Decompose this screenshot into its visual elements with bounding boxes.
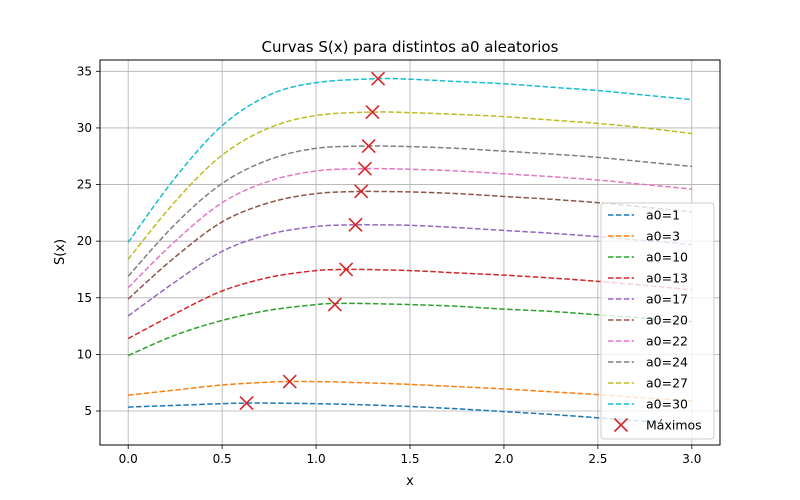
x-tick-label: 1.5 [400, 452, 419, 466]
legend-label: Máximos [646, 418, 702, 433]
max-marker-stroke [357, 161, 372, 176]
legend-item: a0=22 [608, 334, 688, 349]
legend-label: a0=20 [646, 313, 688, 328]
max-marker-stroke [365, 105, 380, 120]
series-line-a0-13 [127, 268, 692, 340]
legend-label: a0=13 [646, 271, 688, 286]
max-marker-stroke [613, 417, 629, 433]
x-tick-label: 0.5 [213, 452, 232, 466]
max-marker-stroke [339, 262, 354, 277]
legend-item: a0=27 [608, 376, 688, 391]
series-line-a0-27 [127, 111, 692, 260]
legend-item: a0=1 [608, 208, 680, 223]
legend-box [600, 202, 715, 440]
legend-label: a0=3 [646, 229, 680, 244]
max-marker-stroke [327, 297, 342, 312]
y-tick-label: 20 [77, 234, 92, 248]
series-line-a0-10 [127, 302, 692, 357]
x-tick-label: 3.0 [682, 452, 701, 466]
chart-title: Curvas S(x) para distintos a0 aleatorios [262, 38, 559, 56]
max-marker [370, 71, 386, 86]
legend-label: a0=17 [646, 292, 688, 307]
legend: a0=1 a0=3 a0=10 a0=13 a0=17 a0=20 a0=22 a0=24 a0… [600, 202, 715, 440]
series-line-a0-24 [127, 145, 692, 277]
series-line-a0-1 [128, 402, 692, 426]
series-lines [127, 77, 692, 426]
y-tick-label: 25 [77, 178, 92, 192]
legend-label: a0=1 [646, 208, 680, 223]
x-axis-ticks: 0.0 0.5 1.0 1.5 2.0 2.5 3.0 [119, 445, 701, 466]
y-axis-ticks: 5 10 15 20 25 30 35 [77, 64, 100, 418]
x-tick-label: 2.0 [494, 452, 513, 466]
max-marker [348, 217, 363, 232]
legend-label: a0=27 [646, 376, 688, 391]
x-tick-label: 1.0 [307, 452, 326, 466]
series-line-a0-3 [128, 380, 692, 402]
max-marker [354, 184, 369, 199]
max-marker [339, 262, 354, 277]
legend-item: a0=10 [608, 250, 688, 265]
max-marker-stroke [282, 374, 297, 389]
max-marker [239, 396, 254, 411]
max-marker-stroke [361, 138, 376, 154]
max-marker [365, 105, 380, 120]
x-tick-label: 2.5 [588, 452, 607, 466]
max-marker-stroke [348, 217, 363, 232]
legend-item: a0=17 [608, 292, 688, 307]
legend-label: a0=24 [646, 355, 688, 370]
y-tick-label: 10 [77, 347, 92, 361]
max-marker-stroke [239, 396, 254, 411]
legend-item: a0=3 [608, 229, 680, 244]
series-line-a0-30 [127, 77, 692, 243]
series-line-a0-20 [127, 190, 692, 300]
max-marker [282, 374, 297, 389]
y-axis-label: S(x) [53, 239, 68, 265]
legend-label: a0=30 [646, 397, 688, 412]
max-marker [361, 138, 376, 154]
y-tick-label: 30 [77, 121, 92, 135]
series-line-a0-17 [127, 223, 692, 317]
x-tick-label: 0.0 [119, 452, 138, 466]
max-marker-stroke [370, 71, 386, 86]
maxima-markers [239, 71, 386, 411]
legend-label: a0=22 [646, 334, 688, 349]
x-axis-label: x [406, 474, 414, 489]
legend-items: a0=1 a0=3 a0=10 a0=13 a0=17 a0=20 a0=22 a0=24 a0… [608, 208, 702, 433]
max-marker [327, 297, 342, 312]
y-tick-label: 15 [77, 291, 92, 305]
legend-label: a0=10 [646, 250, 688, 265]
y-tick-label: 5 [84, 404, 92, 418]
legend-item: a0=13 [608, 271, 688, 286]
legend-item: a0=20 [608, 313, 688, 328]
legend-item: a0=24 [608, 355, 688, 370]
max-marker-stroke [354, 184, 369, 199]
legend-max-marker [613, 417, 629, 433]
legend-item: Máximos [613, 417, 702, 433]
legend-item: a0=30 [608, 397, 688, 412]
y-tick-label: 35 [77, 64, 92, 78]
max-marker [357, 161, 372, 176]
series-line-a0-22 [127, 167, 692, 289]
